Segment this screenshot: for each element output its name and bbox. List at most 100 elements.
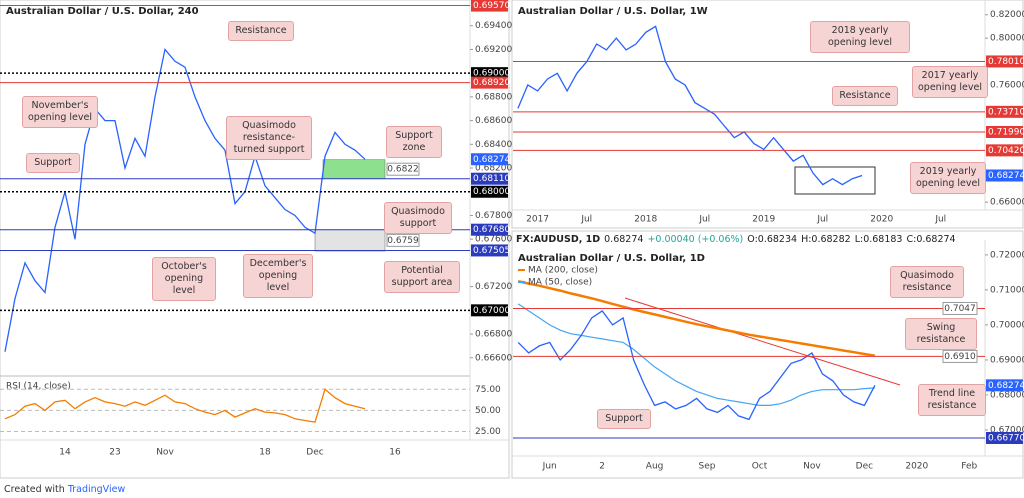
x-tick-label: 2018 <box>634 215 657 225</box>
annotation: Quasimodo resistance-turned support <box>226 116 312 160</box>
price-tag-label: 0.68000 <box>473 187 510 197</box>
price-tag-label: 0.69000 <box>473 69 510 79</box>
y-tick-label: 50.00 <box>475 406 501 416</box>
y-tick-label: 0.68400 <box>475 140 512 150</box>
x-tick-label: 2020 <box>905 462 928 472</box>
annotation: Support <box>597 409 651 429</box>
price-tag-label: 0.7047 <box>944 304 976 314</box>
y-tick-label: 0.82000 <box>990 10 1024 20</box>
x-tick-label: Feb <box>961 462 977 472</box>
y-tick-label: 0.80000 <box>990 34 1024 44</box>
price-tag <box>471 153 508 166</box>
ohlc: C:0.68274 <box>906 234 956 245</box>
price-tag-label: 0.68920 <box>473 78 510 88</box>
footer-brand: TradingView <box>67 484 126 495</box>
price-tag <box>471 244 508 257</box>
price-tag <box>471 304 508 317</box>
price-tag <box>986 105 1023 118</box>
price-tag <box>942 349 978 363</box>
price-tag <box>471 76 508 89</box>
annotation: Trend line resistance <box>918 384 986 416</box>
price-tag-label: 0.68274 <box>988 171 1024 181</box>
x-tick-label: 2019 <box>752 215 775 225</box>
change: +0.00040 (+0.06%) <box>647 234 744 245</box>
legend-label: MA (200, close) <box>528 266 598 276</box>
consolidation-box <box>794 166 876 195</box>
chart-title: Australian Dollar / U.S. Dollar, 1D <box>518 253 705 264</box>
y-tick-label: 0.69200 <box>475 45 512 55</box>
y-tick-label: 0.66800 <box>475 330 512 340</box>
y-tick-label: 0.67200 <box>475 282 512 292</box>
ohlc: L:0.68183 <box>854 234 903 245</box>
zone <box>322 159 386 179</box>
zone-label: 0.6759 <box>387 236 419 246</box>
x-tick-label: 2017 <box>526 215 549 225</box>
annotation: November's opening level <box>22 96 98 128</box>
x-tick-label: Nov <box>803 462 821 472</box>
chart-title: Australian Dollar / U.S. Dollar, 240 <box>6 6 199 17</box>
last: 0.68274 <box>604 234 644 245</box>
price-tag-label: 0.67680 <box>473 225 510 235</box>
y-tick-label: 25.00 <box>475 427 501 437</box>
x-tick-label: 2020 <box>870 215 893 225</box>
x-tick-label: Jul <box>816 215 828 225</box>
y-tick-label: 0.68200 <box>475 164 512 174</box>
footer-text: Created with <box>4 484 65 495</box>
annotation: Resistance <box>228 21 294 41</box>
annotation: October's opening level <box>152 257 216 301</box>
y-tick-label: 0.66600 <box>475 353 512 363</box>
trend-line <box>624 297 901 386</box>
annotation: December's opening level <box>243 254 313 298</box>
price-tag <box>471 185 508 198</box>
price-tag-label: 0.68274 <box>473 155 510 165</box>
y-tick-label: 0.70000 <box>990 320 1024 330</box>
annotation: Swing resistance <box>905 318 977 350</box>
price-line <box>517 310 876 421</box>
annotation: Resistance <box>832 86 898 106</box>
x-tick-label: Jul <box>580 215 592 225</box>
symbol: FX:AUDUSD, 1D <box>516 234 601 245</box>
x-tick-label: Sep <box>699 462 716 472</box>
x-tick-label: 23 <box>109 448 120 458</box>
price-tag <box>471 67 508 80</box>
y-tick-label: 0.67600 <box>475 235 512 245</box>
panel-daily <box>511 230 1024 479</box>
annotation: Potential support area <box>384 261 460 293</box>
y-tick-label: 0.69400 <box>475 21 512 31</box>
y-tick-label: 0.68000 <box>990 390 1024 400</box>
x-tick-label: Dec <box>856 462 873 472</box>
y-tick-label: 0.76000 <box>990 81 1024 91</box>
price-tag-label: 0.68110 <box>473 174 510 184</box>
rsi-title: RSI (14, close) <box>6 382 71 392</box>
y-tick-label: 0.66000 <box>990 198 1024 208</box>
price-tag-label: 0.78010 <box>988 57 1024 67</box>
x-tick-label: Aug <box>646 462 664 472</box>
zone-tag <box>386 233 420 247</box>
x-tick-label: 16 <box>389 448 401 458</box>
price-tag-label: 0.67505 <box>473 246 510 256</box>
price-tag-label: 0.66770 <box>988 433 1024 443</box>
y-tick-label: 0.71000 <box>990 285 1024 295</box>
y-tick-label: 0.67800 <box>475 211 512 221</box>
x-tick-label: Jun <box>542 462 557 472</box>
x-tick-label: Nov <box>156 448 174 458</box>
price-tag-label: 0.67000 <box>473 306 510 316</box>
x-tick-label: Dec <box>306 448 323 458</box>
price-tag <box>986 379 1023 392</box>
y-tick-label: 0.67000 <box>990 425 1024 435</box>
annotation: 2019 yearly opening level <box>910 162 986 194</box>
x-tick-label: 18 <box>259 448 271 458</box>
y-tick-label: 0.72000 <box>990 250 1024 260</box>
price-tag <box>986 144 1023 157</box>
ohlc: H:0.68282 <box>801 234 851 245</box>
annotation: Quasimodo support <box>384 202 452 234</box>
price-tag-label: 0.69570 <box>473 1 510 11</box>
footer: Created with TradingView <box>4 484 125 495</box>
annotation: Support zone <box>386 126 442 158</box>
chart-title: Australian Dollar / U.S. Dollar, 1W <box>518 6 708 17</box>
annotation: 2018 yearly opening level <box>810 21 910 53</box>
x-tick-label: Jul <box>698 215 710 225</box>
legend-label: MA (50, close) <box>528 278 592 288</box>
